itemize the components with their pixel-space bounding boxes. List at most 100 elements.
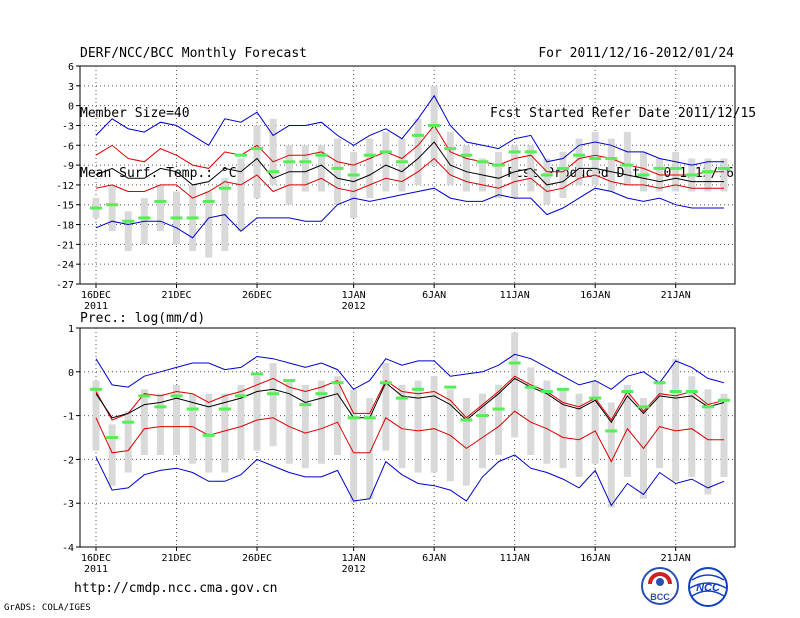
series-max-line: [95, 353, 725, 390]
y-tick-label: 6: [68, 62, 74, 73]
observed-marker: [701, 170, 714, 174]
observed-marker: [444, 385, 457, 389]
observed-marker: [138, 394, 151, 398]
member-range-box: [301, 384, 309, 469]
y-tick-label: -4: [62, 543, 74, 554]
observed-marker: [460, 153, 473, 157]
observed-marker: [492, 407, 505, 411]
header-left: DERF/NCC/BCC Monthly Forecast Member Siz…: [80, 4, 307, 204]
observed-marker: [218, 186, 231, 190]
y-tick-label: 0: [68, 102, 74, 113]
observed-marker: [186, 216, 199, 220]
observed-marker: [653, 166, 666, 170]
series-upper-line: [95, 375, 725, 421]
series-min-line: [95, 187, 724, 239]
member-range-box: [350, 151, 358, 218]
series-lower-line: [95, 410, 724, 463]
member-range-box: [253, 376, 261, 451]
footer-url[interactable]: http://cmdp.ncc.cma.gov.cn: [74, 581, 278, 596]
observed-marker: [701, 405, 714, 409]
member-range-box: [92, 380, 100, 451]
x-tick-label: 11JAN: [500, 553, 530, 564]
member-range-box: [205, 393, 213, 473]
member-range-box: [623, 132, 631, 185]
member-range-box: [623, 384, 631, 477]
member-range-box: [269, 118, 277, 185]
member-range-box: [350, 389, 358, 504]
observed-marker: [379, 381, 392, 385]
observed-marker: [573, 153, 586, 157]
observed-marker: [621, 163, 634, 167]
observed-marker: [395, 396, 408, 400]
member-range-box: [205, 191, 213, 258]
member-range-box: [575, 138, 583, 185]
observed-marker: [347, 173, 360, 177]
observed-marker: [331, 166, 344, 170]
member-range-box: [639, 151, 647, 192]
forecast-range: For 2011/12/16-2012/01/24: [538, 46, 734, 61]
member-range-box: [607, 138, 615, 192]
observed-marker: [138, 216, 151, 220]
observed-marker: [621, 390, 634, 394]
observed-marker: [202, 433, 215, 437]
member-range-box: [511, 332, 519, 438]
observed-marker: [412, 133, 425, 137]
x-tick-label: 11JAN: [500, 290, 530, 301]
observed-marker: [170, 394, 183, 398]
observed-marker: [524, 150, 537, 154]
x-tick-label: 26DEC: [242, 553, 272, 564]
member-range-box: [221, 393, 229, 473]
observed-marker: [476, 160, 489, 164]
ncc-logo-text: NCC: [696, 582, 721, 594]
observed-marker: [379, 150, 392, 154]
observed-marker: [218, 407, 231, 411]
x-tick-sublabel: 2011: [84, 301, 108, 312]
observed-marker: [251, 147, 264, 151]
member-range-box: [237, 158, 245, 232]
observed-marker: [508, 361, 521, 365]
x-tick-label: 16JAN: [580, 553, 610, 564]
x-tick-label: 21DEC: [161, 553, 191, 564]
observed-marker: [556, 166, 569, 170]
member-range-box: [543, 380, 551, 464]
series-mean-line: [95, 377, 725, 424]
member-range-box: [672, 358, 680, 482]
member-range-box: [495, 384, 503, 456]
member-range-box: [462, 398, 470, 486]
member-range-box: [559, 151, 567, 199]
observed-marker: [234, 153, 247, 157]
member-range-box: [720, 393, 728, 477]
observed-marker: [267, 170, 280, 174]
member-range-box: [446, 132, 454, 185]
observed-marker: [540, 390, 553, 394]
x-tick-label: 21DEC: [161, 290, 191, 301]
member-range-box: [414, 118, 422, 185]
y-tick-label: -6: [62, 141, 74, 152]
member-range-box: [317, 145, 325, 192]
observed-marker: [90, 206, 102, 210]
member-range-box: [478, 393, 486, 469]
observed-marker: [106, 203, 119, 207]
observed-marker: [315, 153, 328, 157]
observed-marker: [685, 173, 698, 177]
observed-marker: [315, 392, 328, 396]
member-range-box: [285, 145, 293, 205]
y-tick-label: -1: [62, 412, 74, 423]
variable-label: Mean Surf. Temp.: °C: [80, 166, 237, 181]
member-range-box: [108, 424, 116, 486]
observed-marker: [299, 403, 312, 407]
observed-marker: [476, 414, 489, 418]
member-range-box: [173, 384, 181, 456]
observed-marker: [154, 405, 167, 409]
observed-marker: [460, 418, 473, 422]
member-range-box: [672, 151, 680, 192]
x-tick-sublabel: 2011: [84, 564, 108, 575]
member-range-box: [366, 398, 374, 499]
y-tick-label: 1: [68, 324, 74, 335]
observed-marker: [444, 147, 457, 151]
observed-marker: [685, 390, 698, 394]
member-range-box: [607, 402, 615, 508]
x-tick-label: 6JAN: [422, 290, 446, 301]
observed-marker: [540, 173, 553, 177]
member-range-box: [398, 138, 406, 192]
